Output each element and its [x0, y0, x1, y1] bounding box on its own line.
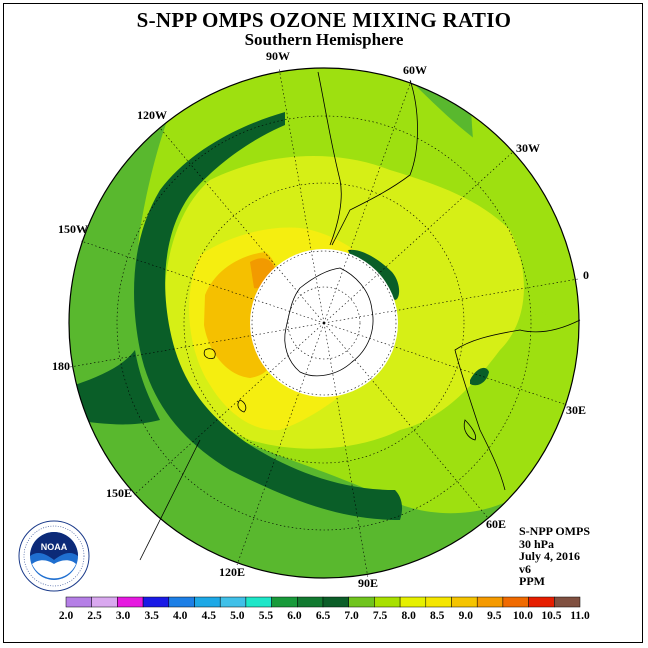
colorbar-tick-label: 8.5	[430, 610, 445, 622]
colorbar-tick-label: 4.0	[173, 610, 188, 622]
colorbar-tick-label: 9.5	[487, 610, 502, 622]
lon-label-60e: 60E	[486, 517, 506, 531]
colorbar-tick-label: 5.0	[230, 610, 245, 622]
map-subtitle: Southern Hemisphere	[244, 30, 404, 49]
colorbar-tick-label: 3.0	[116, 610, 131, 622]
colorbar-swatch	[374, 596, 401, 608]
colorbar-tick-label: 6.5	[316, 610, 331, 622]
colorbar-tick-label: 2.5	[87, 610, 102, 622]
product-info: S-NPP OMPS 30 hPa July 4, 2016 v6 PPM	[519, 525, 590, 588]
colorbar-tick-label: 6.0	[287, 610, 302, 622]
lon-label-120e: 120E	[219, 565, 245, 579]
colorbar-tick-label: 11.0	[570, 610, 590, 622]
lon-label-30e: 30E	[566, 403, 586, 417]
lon-label-120w: 120W	[137, 108, 167, 122]
lon-label-90w: 90W	[266, 49, 290, 63]
colorbar-swatch	[399, 596, 427, 608]
colorbar-ticks: 2.0 2.5 3.0 3.5 4.0 4.5 5.0 5.5 6.0 6.5 7.0 7.5 8.0 8…	[59, 610, 590, 622]
coastlines	[139, 71, 581, 561]
info-level: 30 hPa	[519, 536, 555, 551]
lon-label-180: 180	[52, 359, 70, 373]
figure-frame	[3, 3, 643, 643]
madagascar-coast	[463, 419, 477, 441]
map-title: S-NPP OMPS OZONE MIXING RATIO	[136, 8, 512, 32]
colorbar-swatch	[297, 596, 324, 608]
colorbar-tick-label: 8.0	[401, 610, 416, 622]
colorbar-tick-label: 4.5	[202, 610, 217, 622]
colorbar-swatch	[245, 596, 272, 608]
colorbar-swatch	[91, 596, 118, 608]
map-boundary	[68, 67, 580, 579]
colorbar-swatch	[271, 596, 298, 608]
new-zealand-coast	[203, 348, 216, 359]
field-dark-green-w	[69, 350, 160, 425]
colorbar-tick-label: 9.0	[459, 610, 474, 622]
lon-label-60w: 60W	[403, 63, 427, 77]
colorbar-swatch	[451, 596, 478, 608]
info-instrument: S-NPP OMPS	[519, 524, 590, 538]
tasmania-coast	[237, 399, 247, 413]
colorbar-swatch	[142, 596, 170, 608]
south-america-east-coast	[331, 79, 418, 246]
colorbar-swatch	[348, 596, 375, 608]
colorbar-swatch	[425, 596, 452, 608]
colorbar-swatches	[65, 596, 581, 608]
colorbar-tick-label: 10.5	[541, 610, 561, 622]
colorbar-swatch	[194, 596, 221, 608]
lon-label-150e: 150E	[106, 486, 132, 500]
info-units: PPM	[519, 574, 545, 588]
colorbar-tick-label: 5.5	[259, 610, 274, 622]
colorbar-swatch	[65, 596, 92, 608]
longitude-labels: 90W 60W 30W 0 30E 60E 90E 120E 150E 180 …	[52, 49, 589, 590]
africa-coast	[454, 319, 581, 491]
colorbar-tick-label: 7.0	[344, 610, 359, 622]
lon-label-0: 0	[583, 268, 589, 282]
field-dark-green-band	[134, 112, 403, 520]
australia-coast	[139, 439, 201, 561]
graticule	[69, 67, 579, 579]
antarctica-coast	[284, 267, 374, 377]
colorbar-swatch	[168, 596, 195, 608]
colorbar-tick-label: 3.5	[144, 610, 159, 622]
info-version: v6	[519, 561, 531, 576]
lon-label-30w: 30W	[516, 141, 540, 155]
noaa-logo: NOAA	[18, 520, 90, 592]
field-dark-green-spot	[470, 367, 489, 386]
colorbar-swatch	[219, 596, 247, 608]
logo-text: NOAA	[41, 542, 68, 552]
south-america-west-coast	[317, 71, 342, 246]
colorbar-swatch	[117, 596, 144, 608]
colorbar-swatch	[528, 596, 555, 608]
lon-label-90e: 90E	[358, 576, 378, 590]
colorbar-tick-label: 10.0	[513, 610, 533, 622]
colorbar-swatch	[502, 596, 529, 608]
colorbar-swatch	[476, 596, 504, 608]
colorbar-swatch	[554, 596, 581, 608]
colorbar-tick-label: 7.5	[373, 610, 388, 622]
lon-label-150w: 150W	[58, 222, 88, 236]
colorbar-swatch	[322, 596, 349, 608]
colorbar-tick-label: 2.0	[59, 610, 74, 622]
info-date: July 4, 2016	[519, 549, 581, 563]
